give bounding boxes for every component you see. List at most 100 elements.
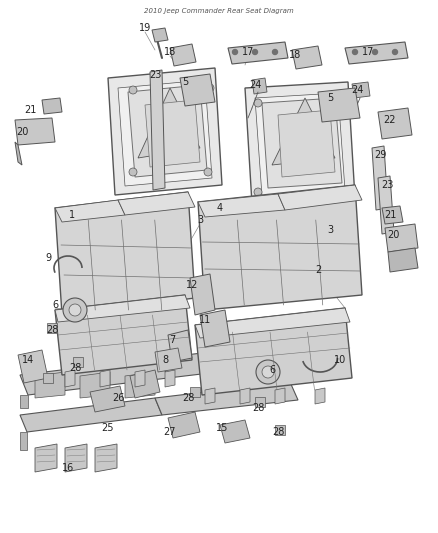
Polygon shape [275,388,285,404]
Text: 10: 10 [334,355,346,365]
Polygon shape [385,224,418,252]
Circle shape [129,86,137,94]
Text: 3: 3 [197,215,203,225]
Text: 18: 18 [289,50,301,60]
Polygon shape [198,185,362,310]
Circle shape [69,304,81,316]
Polygon shape [278,110,335,177]
Text: 9: 9 [45,253,51,263]
Text: 28: 28 [182,393,194,403]
Text: 17: 17 [362,47,374,57]
Polygon shape [90,386,125,412]
Polygon shape [108,68,222,195]
Text: 15: 15 [216,423,228,433]
Circle shape [204,168,212,176]
Polygon shape [262,98,342,188]
Text: 23: 23 [149,70,161,80]
Circle shape [129,168,137,176]
Text: 24: 24 [249,80,261,90]
Polygon shape [55,295,190,322]
Polygon shape [382,206,403,224]
Text: 21: 21 [384,210,396,220]
Polygon shape [100,370,110,387]
Polygon shape [228,42,288,64]
Polygon shape [160,342,302,378]
Polygon shape [138,88,200,158]
Circle shape [256,360,280,384]
Polygon shape [42,98,62,114]
Text: 5: 5 [327,93,333,103]
Polygon shape [255,93,345,196]
Polygon shape [278,185,362,210]
Text: 14: 14 [22,355,34,365]
Polygon shape [170,44,196,66]
Text: 7: 7 [169,335,175,345]
Text: 4: 4 [217,203,223,213]
Polygon shape [205,388,215,404]
Text: 28: 28 [46,325,58,335]
Circle shape [346,188,354,196]
Circle shape [262,366,274,378]
Polygon shape [272,98,335,165]
Polygon shape [378,176,394,234]
Polygon shape [352,82,370,98]
Text: 20: 20 [16,127,28,137]
Polygon shape [200,310,230,347]
Text: 6: 6 [269,365,275,375]
Text: 3: 3 [327,225,333,235]
Text: 12: 12 [186,280,198,290]
Circle shape [353,50,357,54]
Polygon shape [190,387,200,397]
Text: 29: 29 [374,150,386,160]
Polygon shape [318,88,360,122]
Text: 26: 26 [112,393,124,403]
Polygon shape [245,82,355,204]
Text: 6: 6 [52,300,58,310]
Polygon shape [15,118,55,145]
Text: 16: 16 [62,463,74,473]
Polygon shape [135,370,145,387]
Polygon shape [155,348,182,372]
Polygon shape [128,85,207,177]
Text: 11: 11 [199,315,211,325]
Polygon shape [220,420,250,443]
Text: 27: 27 [164,427,176,437]
Polygon shape [73,357,83,367]
Polygon shape [152,28,168,42]
Text: 2: 2 [315,265,321,275]
Polygon shape [255,397,265,407]
Polygon shape [130,370,160,398]
Polygon shape [118,80,212,186]
Polygon shape [35,444,57,472]
Polygon shape [20,432,27,450]
Circle shape [392,50,398,54]
Polygon shape [195,308,352,395]
Polygon shape [43,373,53,383]
Text: 28: 28 [272,427,284,437]
Polygon shape [315,388,325,404]
Polygon shape [372,146,388,210]
Text: 20: 20 [387,230,399,240]
Polygon shape [125,372,155,398]
Text: 5: 5 [182,77,188,87]
Polygon shape [95,444,117,472]
Text: 21: 21 [24,105,36,115]
Polygon shape [252,78,267,94]
Polygon shape [47,323,57,333]
Text: 18: 18 [164,47,176,57]
Polygon shape [18,350,48,383]
Polygon shape [55,192,195,315]
Polygon shape [240,388,250,404]
Polygon shape [20,395,28,408]
Circle shape [63,298,87,322]
Polygon shape [198,194,285,217]
Polygon shape [275,425,285,435]
Circle shape [272,50,278,54]
Polygon shape [35,372,65,398]
Polygon shape [15,142,22,165]
Polygon shape [180,74,215,106]
Text: 22: 22 [384,115,396,125]
Polygon shape [55,200,125,222]
Circle shape [372,50,378,54]
Text: 17: 17 [242,47,254,57]
